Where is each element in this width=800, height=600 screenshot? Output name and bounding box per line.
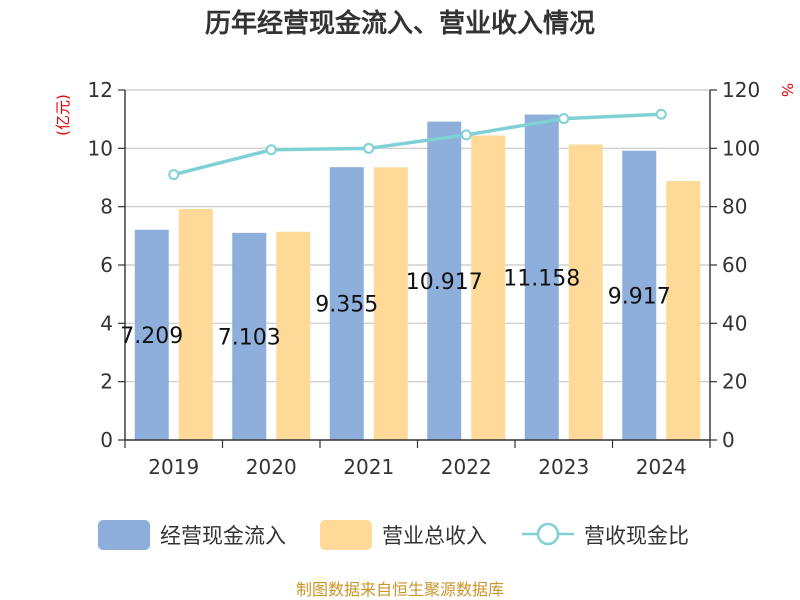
x-axis-tick-label: 2021 <box>343 455 394 479</box>
bar-2020-0 <box>232 232 267 440</box>
right-axis-unit: % <box>778 83 796 97</box>
chart-title: 历年经营现金流入、营业收入情况 <box>205 8 595 39</box>
bar-labels: 7.209 7.103 9.355 10.917 11.158 9.917 <box>120 266 670 350</box>
bar-2023-0 <box>524 114 559 440</box>
right-axis-tick-label: 20 <box>722 370 747 394</box>
right-axis-tick-label: 40 <box>722 311 747 335</box>
right-axis-tick-label: 60 <box>722 253 747 277</box>
ratio-point <box>460 129 472 141</box>
x-axis-tick-label: 2023 <box>538 455 589 479</box>
right-axis-tick-label: 0 <box>722 428 735 452</box>
bar-value-label: 9.917 <box>608 284 671 309</box>
left-axis-unit: (亿元) <box>54 94 72 136</box>
x-axis-tick-label: 2022 <box>441 455 492 479</box>
left-axis-tick-label: 6 <box>100 253 113 277</box>
left-axis-tick-label: 4 <box>100 311 113 335</box>
legend-label: 经营现金流入 <box>160 524 286 548</box>
legend: 经营现金流入 营业总收入 营收现金比 <box>98 520 689 550</box>
bar-2019-0 <box>134 229 169 440</box>
ratio-point <box>363 142 375 154</box>
bar-value-label: 7.103 <box>218 325 281 350</box>
ratio-line <box>173 112 662 177</box>
x-axis-tick-label: 2024 <box>636 455 687 479</box>
ratio-point <box>168 169 180 181</box>
legend-label: 营收现金比 <box>584 524 689 548</box>
left-axis-tick-label: 12 <box>88 78 113 102</box>
right-axis-tick-label: 100 <box>722 136 760 160</box>
bar-value-label: 7.209 <box>120 324 183 349</box>
bar-2019-1 <box>178 209 213 440</box>
bar-value-label: 10.917 <box>406 270 483 295</box>
left-axis-tick-label: 0 <box>100 428 113 452</box>
bar-2024-0 <box>622 150 657 441</box>
bar-2023-1 <box>568 144 603 440</box>
left-axis-tick-label: 2 <box>100 370 113 394</box>
ratio-point <box>655 108 667 120</box>
bar-2022-1 <box>471 135 506 440</box>
ratio-line-layer <box>168 108 667 181</box>
left-axis-tick-label: 8 <box>100 195 113 219</box>
bar-value-label: 11.158 <box>503 266 580 291</box>
bar-layer <box>134 114 701 441</box>
bar-2020-1 <box>276 231 311 440</box>
right-axis-tick-label: 120 <box>722 78 760 102</box>
legend-label: 营业总收入 <box>382 524 487 548</box>
bar-2022-0 <box>427 121 462 441</box>
bar-value-label: 9.355 <box>315 293 378 318</box>
ratio-point <box>558 113 570 125</box>
ratio-point <box>265 144 277 156</box>
legend-swatch <box>320 520 372 550</box>
bar-2024-1 <box>666 181 701 440</box>
x-axis-tick-label: 2019 <box>148 455 199 479</box>
right-axis-tick-label: 80 <box>722 195 747 219</box>
x-axis-tick-label: 2020 <box>246 455 297 479</box>
grid-lines <box>125 89 710 383</box>
bar-2021-0 <box>329 167 364 441</box>
source-footer: 制图数据来自恒生聚源数据库 <box>296 580 504 599</box>
left-axis-tick-label: 10 <box>88 136 113 160</box>
bar-2021-1 <box>373 167 408 440</box>
legend-swatch <box>98 520 150 550</box>
legend-marker <box>536 522 560 546</box>
